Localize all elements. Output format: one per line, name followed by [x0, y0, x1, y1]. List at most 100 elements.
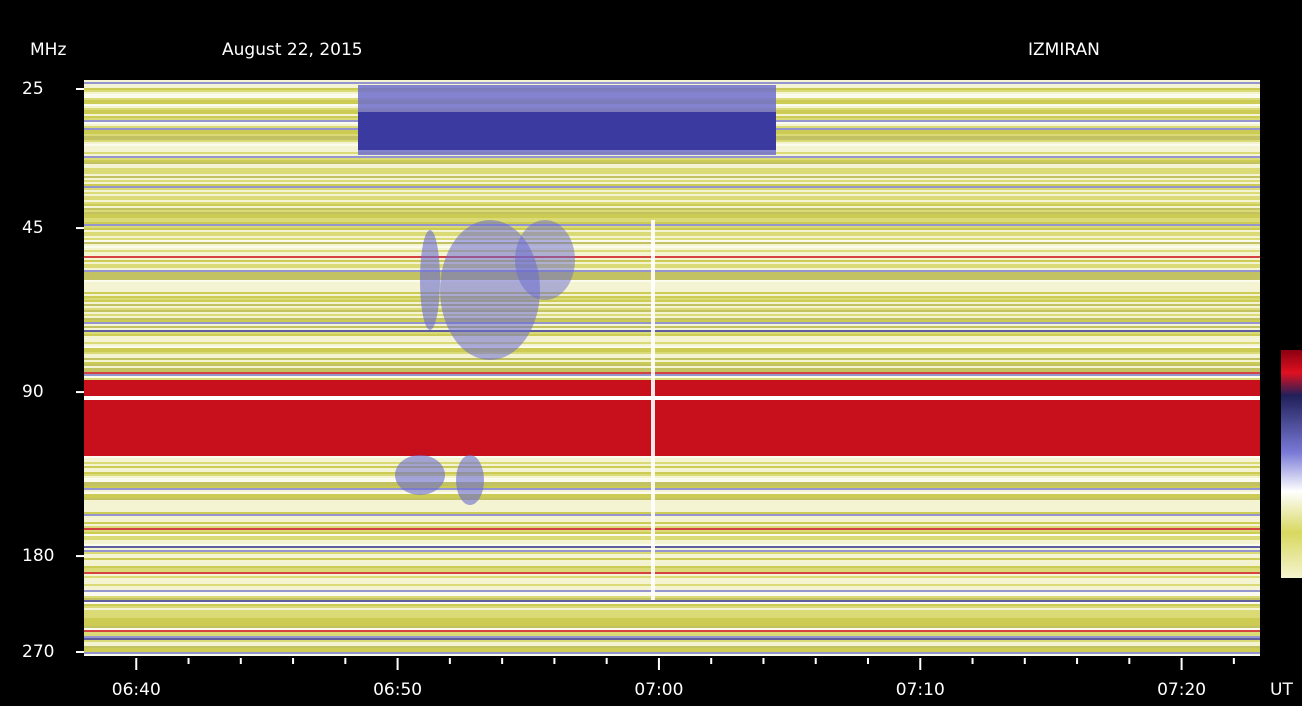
- spectrogram-row: [84, 216, 1260, 218]
- spectrogram-row: [84, 228, 1260, 230]
- x-tick-label: 07:20: [1157, 680, 1206, 700]
- spectrogram-row: [84, 338, 1260, 340]
- spectrogram-row: [84, 270, 1260, 272]
- x-tick-label: 06:50: [373, 680, 422, 700]
- spectrogram-row: [84, 294, 1260, 296]
- spectrogram-row: [84, 360, 1260, 362]
- spectrogram-row: [84, 298, 1260, 300]
- spectrogram-row: [84, 194, 1260, 196]
- spectrogram-row: [84, 262, 1260, 264]
- spectrogram-row: [84, 504, 1260, 506]
- spectrogram-row: [84, 376, 1260, 378]
- spectrogram-row: [84, 582, 1260, 584]
- spectrogram-row: [84, 354, 1260, 356]
- spectrogram-row: [84, 478, 1260, 480]
- spectrogram-row: [84, 226, 1260, 228]
- spectrogram-row: [84, 166, 1260, 168]
- spectrogram-row: [84, 288, 1260, 290]
- spectrogram-row: [84, 514, 1260, 516]
- burst: [515, 220, 575, 300]
- spectrogram-row: [84, 192, 1260, 194]
- spectrogram-row: [84, 300, 1260, 302]
- spectrogram-row: [84, 554, 1260, 556]
- spectrogram-row: [84, 172, 1260, 174]
- spectrogram-row: [84, 156, 1260, 158]
- spectrogram-row: [84, 316, 1260, 318]
- spectrogram-row: [84, 600, 1260, 602]
- spectrogram-row: [84, 320, 1260, 322]
- chart-title: August 22, 2015: [222, 40, 363, 60]
- spectrogram-row: [84, 598, 1260, 600]
- spectrogram-row: [84, 374, 1260, 376]
- spectrogram-row: [84, 326, 1260, 328]
- spectrogram-row: [84, 244, 1260, 246]
- spectrogram-row: [84, 534, 1260, 536]
- spectrogram-row: [84, 318, 1260, 320]
- spectrogram-row: [84, 188, 1260, 190]
- spectrogram-row: [84, 522, 1260, 524]
- spectrogram-row: [84, 248, 1260, 250]
- spectrogram-row: [84, 576, 1260, 578]
- spectrogram-row: [84, 350, 1260, 352]
- colorbar: [1281, 350, 1302, 578]
- spectrogram-row: [84, 276, 1260, 278]
- blue-block: [358, 112, 776, 150]
- spectrogram-row: [84, 552, 1260, 554]
- burst: [395, 455, 445, 495]
- spectrogram-row: [84, 498, 1260, 500]
- spectrogram-row: [84, 544, 1260, 546]
- spectrogram-row: [84, 594, 1260, 596]
- spectrogram-row: [84, 640, 1260, 642]
- spectrogram-row: [84, 222, 1260, 224]
- spectrogram-row: [84, 162, 1260, 164]
- spectrogram-row: [84, 184, 1260, 186]
- spectrogram-row: [84, 462, 1260, 464]
- spectrogram-row: [84, 512, 1260, 514]
- spectrogram-row: [84, 348, 1260, 350]
- spectrogram-row: [84, 612, 1260, 614]
- spectrogram-row: [84, 302, 1260, 304]
- spectrogram-row: [84, 372, 1260, 374]
- spectrogram-row: [84, 282, 1260, 284]
- spectrogram-row: [84, 644, 1260, 646]
- spectrogram-row: [84, 588, 1260, 590]
- spectrogram-row: [84, 82, 1260, 84]
- spectrogram-row: [84, 502, 1260, 504]
- spectrogram-row: [84, 242, 1260, 244]
- spectrogram-row: [84, 220, 1260, 222]
- spectrogram-row: [84, 584, 1260, 586]
- spectrogram-row: [84, 470, 1260, 472]
- spectrogram-row: [84, 646, 1260, 648]
- y-tick-label: 90: [22, 382, 44, 402]
- y-tick-label: 180: [22, 546, 54, 566]
- spectrogram-row: [84, 258, 1260, 260]
- spectrogram-row: [84, 500, 1260, 502]
- spectrogram-row: [84, 322, 1260, 324]
- spectrogram-row: [84, 368, 1260, 370]
- spectrogram-row: [84, 204, 1260, 206]
- spectrogram-row: [84, 308, 1260, 310]
- spectrogram-row: [84, 650, 1260, 652]
- spectrogram-row: [84, 260, 1260, 262]
- spectrogram-row: [84, 602, 1260, 604]
- spectrogram-row: [84, 516, 1260, 518]
- spectrogram-row: [84, 158, 1260, 160]
- spectrogram-row: [84, 622, 1260, 624]
- spectrogram-row: [84, 314, 1260, 316]
- spectrogram-row: [84, 614, 1260, 616]
- y-tick-label: 45: [22, 218, 44, 238]
- spectrogram-row: [84, 506, 1260, 508]
- spectrogram-row: [84, 160, 1260, 162]
- spectrogram-row: [84, 254, 1260, 256]
- spectrogram-row: [84, 458, 1260, 460]
- spectrogram-row: [84, 638, 1260, 640]
- spectrogram-row: [84, 324, 1260, 326]
- spectrogram-row: [84, 170, 1260, 172]
- spectrogram-row: [84, 232, 1260, 234]
- spectrogram-row: [84, 616, 1260, 618]
- spectrogram-row: [84, 304, 1260, 306]
- spectrogram-row: [84, 508, 1260, 510]
- spectrogram-features: [84, 85, 1260, 600]
- spectrogram-row: [84, 460, 1260, 462]
